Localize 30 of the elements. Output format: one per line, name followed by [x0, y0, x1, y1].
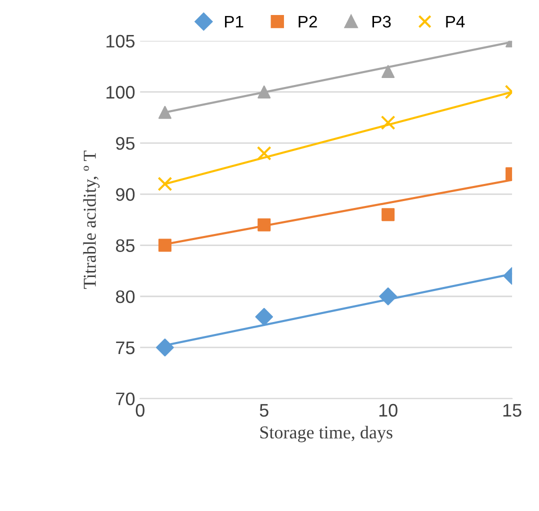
point	[256, 146, 272, 161]
x-tick-label: 15	[503, 404, 522, 417]
x-tick-label: 10	[379, 404, 398, 417]
point	[255, 308, 274, 326]
point	[158, 106, 172, 119]
y-tick-label: 70	[116, 392, 135, 406]
x-tick-label: 5	[260, 404, 268, 417]
point	[379, 287, 397, 306]
legend-label: P3	[372, 16, 391, 28]
y-tick-label: 105	[106, 34, 135, 48]
point	[382, 65, 395, 78]
y-tick-label: 90	[116, 188, 135, 201]
x-tick-label: 0	[136, 404, 144, 417]
point	[158, 176, 172, 192]
point	[158, 238, 172, 252]
point	[258, 85, 271, 98]
x-axis-title: Storage time, days	[260, 426, 392, 442]
point	[380, 115, 396, 130]
legend-label: P2	[298, 16, 317, 28]
legend-label: P1	[225, 16, 244, 28]
y-axis-title: Titrable acidity, º T	[83, 150, 100, 289]
point	[382, 208, 395, 222]
y-tick-label: 80	[116, 290, 135, 304]
legend-label: P4	[446, 16, 465, 28]
y-tick-label: 85	[116, 239, 135, 252]
y-tick-label: 95	[116, 137, 135, 150]
y-tick-label: 100	[106, 86, 135, 99]
y-tick-label: 75	[116, 342, 135, 354]
point	[156, 338, 174, 356]
point	[258, 218, 271, 232]
